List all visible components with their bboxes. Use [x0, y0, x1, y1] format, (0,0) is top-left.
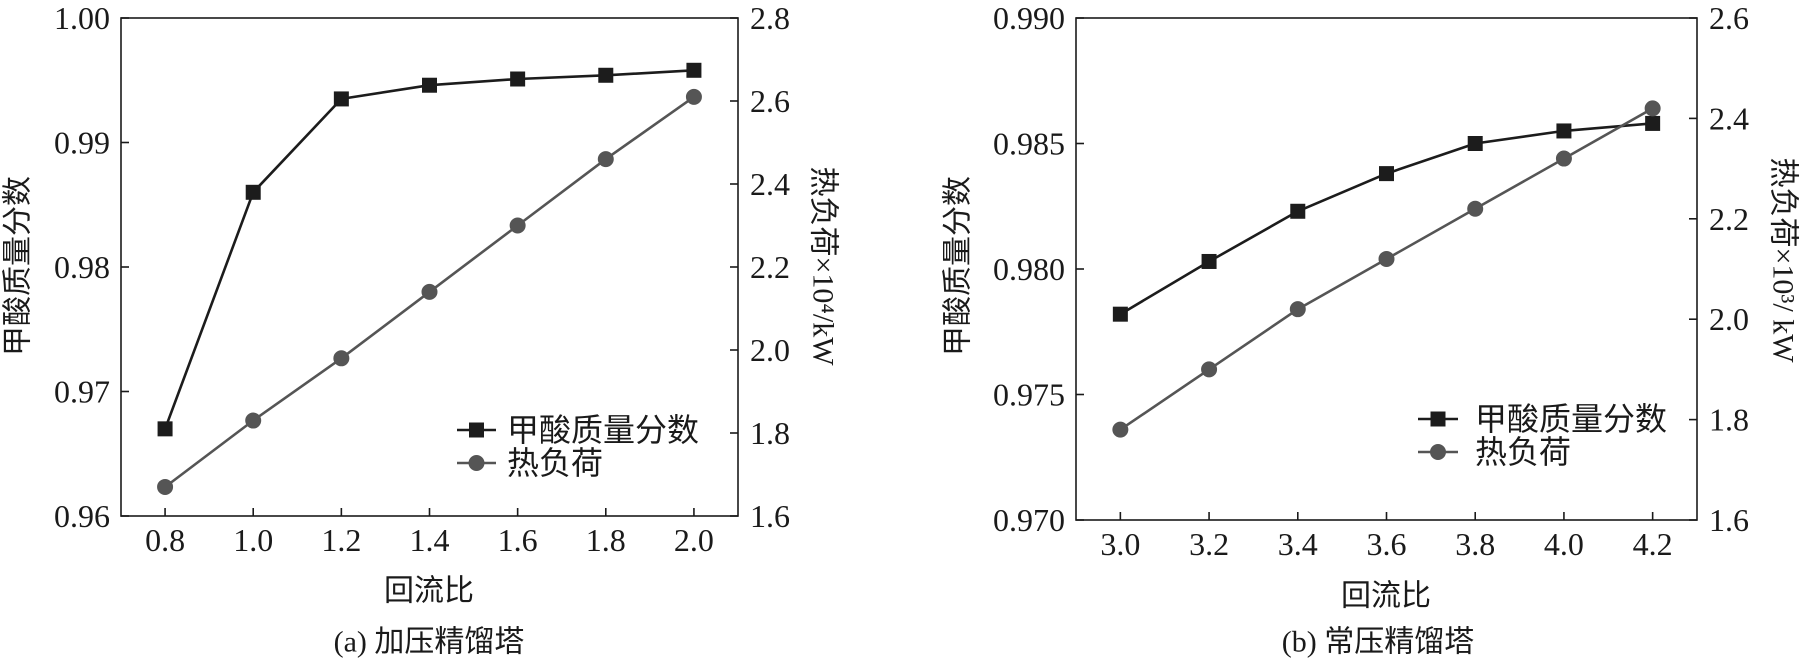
chart-a-y-tick-label: 1.00: [54, 0, 110, 36]
chart-b-x-tick-label: 4.2: [1633, 526, 1673, 562]
chart-b-x-tick-label: 3.4: [1278, 526, 1318, 562]
chart-a-x-tick-label: 1.4: [410, 522, 450, 558]
chart-b-heat-load-point-4: [1378, 250, 1395, 267]
chart-a-heat-load-point-6: [597, 151, 614, 168]
chart-a-pressurized-column: 0.8 1.0 1.2 1.4 1.6 1.8 2.0 0.96 0.97 0.98 0.99 1.0…: [2, 0, 840, 659]
chart-a-caption: (a) 加压精馏塔: [334, 626, 525, 659]
chart-a-y2-tick-label: 2.4: [750, 166, 790, 202]
chart-a-formic-acid-mass-fraction-point-6: [598, 67, 614, 83]
chart-a-heat-load-point-5: [509, 217, 526, 234]
chart-a-y2-tick-label: 1.8: [750, 415, 790, 451]
chart-b-x-tick-label: 3.8: [1455, 526, 1495, 562]
chart-a-legend-heat-load-marker: [468, 455, 485, 471]
chart-a-formic-acid-mass-fraction-point-4: [422, 77, 437, 93]
chart-a-heat-load-point-2: [245, 412, 262, 429]
chart-b-x-tick-label: 4.0: [1544, 526, 1584, 562]
chart-a-x-tick-label: 0.8: [145, 522, 185, 558]
chart-b-atmospheric-column: 3.0 3.2 3.4 3.6 3.8 4.0 4.2 0.970 0.975 0.980 0.98…: [942, 0, 1800, 659]
chart-a-legend-formic-acid-mass-fraction-marker: [469, 422, 484, 438]
chart-b-formic-acid-mass-fraction-point-5: [1467, 136, 1483, 151]
chart-b-x-tick-label: 3.2: [1189, 526, 1229, 562]
chart-b-y-tick-label: 0.985: [993, 126, 1065, 162]
chart-b-heat-load-line: [1119, 107, 1654, 431]
chart-a-heat-load-point-1: [157, 478, 174, 495]
chart-a-y2-tick-label: 2.6: [750, 83, 790, 119]
chart-a-y2-tick-label: 1.6: [750, 498, 790, 534]
chart-a-y-tick-label: 0.96: [54, 498, 110, 534]
chart-b-plot-frame: [1075, 17, 1698, 521]
chart-b-formic-acid-mass-fraction-point-4: [1379, 166, 1394, 182]
chart-b-legend-formic-acid-mass-fraction-marker: [1430, 411, 1446, 427]
chart-b-y2-tick-label: 1.6: [1709, 502, 1749, 538]
chart-b-y-tick-label: 0.970: [993, 502, 1065, 538]
chart-b-x-axis-title: 回流比: [1341, 580, 1431, 613]
chart-a-heat-load-point-7: [685, 88, 702, 105]
chart-a-formic-acid-mass-fraction-point-5: [510, 71, 526, 87]
chart-b-y2-tick-label: 2.6: [1709, 0, 1749, 36]
chart-a-y2-tick-label: 2.2: [750, 249, 790, 285]
chart-b-heat-load-point-5: [1467, 200, 1484, 217]
chart-b-x-tick-label: 3.0: [1100, 526, 1140, 562]
chart-b-formic-acid-mass-fraction-point-3: [1290, 203, 1306, 219]
chart-b-y2-tick-label: 2.2: [1709, 201, 1749, 237]
chart-b-formic-acid-mass-fraction-point-7: [1645, 115, 1661, 131]
chart-b-legend-formic-acid-mass-fraction-label: 甲酸质量分数: [1475, 401, 1667, 437]
chart-b-y-tick-label: 0.980: [993, 251, 1065, 287]
chart-b-formic-acid-mass-fraction-point-1: [1112, 306, 1128, 322]
chart-b-caption: (b) 常压精馏塔: [1282, 626, 1474, 659]
chart-b-y2-tick-label: 1.8: [1709, 402, 1749, 438]
chart-b-marks: 3.0 3.2 3.4 3.6 3.8 4.0 4.2 0.970 0.975 0.980 0.98…: [993, 0, 1749, 562]
chart-b-heat-load-point-7: [1644, 100, 1661, 117]
chart-b-heat-load-point-3: [1289, 301, 1306, 318]
chart-a-y2-tick-label: 2.8: [750, 0, 790, 36]
chart-a-heat-load-point-3: [333, 350, 350, 367]
chart-b-y-tick-label: 0.990: [993, 0, 1065, 36]
chart-b-heat-load-point-2: [1201, 361, 1218, 378]
chart-b-y2-axis-title: 热负荷×10³/ kW: [1767, 157, 1800, 363]
chart-a-x-tick-label: 1.6: [498, 522, 538, 558]
chart-a-y-axis-title: 甲酸质量分数: [2, 176, 35, 356]
chart-b-y2-tick-label: 2.4: [1709, 100, 1749, 136]
chart-a-x-tick-label: 1.8: [586, 522, 626, 558]
chart-a-y2-axis-title: 热负荷×10⁴/kW: [807, 166, 840, 366]
chart-a-formic-acid-mass-fraction-point-2: [245, 184, 261, 200]
chart-b-legend-heat-load-label: 热负荷: [1475, 434, 1571, 470]
chart-a-y2-tick-label: 2.0: [750, 332, 790, 368]
chart-a-y-tick-label: 0.98: [54, 249, 110, 285]
chart-b-heat-load-point-6: [1555, 150, 1572, 167]
chart-a-x-tick-label: 2.0: [674, 522, 714, 558]
chart-a-heat-load-point-4: [421, 283, 438, 300]
chart-a-formic-acid-mass-fraction-point-7: [686, 62, 702, 78]
chart-a-x-axis-title: 回流比: [384, 575, 474, 608]
chart-a-marks: 0.8 1.0 1.2 1.4 1.6 1.8 2.0 0.96 0.97 0.98 0.99 1.0…: [54, 0, 790, 558]
chart-b-legend-heat-load-marker: [1430, 444, 1446, 460]
chart-a-y-tick-label: 0.99: [54, 125, 110, 161]
chart-b-x-tick-label: 3.6: [1367, 526, 1407, 562]
chart-b-y2-tick-label: 2.0: [1709, 301, 1749, 337]
chart-a-x-tick-label: 1.0: [233, 522, 273, 558]
chart-a-x-tick-label: 1.2: [321, 522, 361, 558]
chart-b-y-axis-title: 甲酸质量分数: [942, 176, 975, 356]
chart-a-formic-acid-mass-fraction-line: [163, 69, 694, 430]
chart-a-y-tick-label: 0.97: [54, 374, 110, 410]
chart-a-legend-heat-load-label: 热负荷: [507, 445, 603, 481]
chart-b-y-tick-label: 0.975: [993, 377, 1065, 413]
chart-a-formic-acid-mass-fraction-point-1: [157, 421, 173, 437]
chart-b-formic-acid-mass-fraction-point-6: [1556, 123, 1572, 139]
chart-b-heat-load-point-1: [1112, 421, 1129, 438]
chart-a-legend-formic-acid-mass-fraction-label: 甲酸质量分数: [507, 412, 699, 448]
chart-a-formic-acid-mass-fraction-point-3: [333, 91, 349, 107]
chart-b-formic-acid-mass-fraction-line: [1119, 122, 1653, 316]
chart-b-formic-acid-mass-fraction-point-2: [1201, 253, 1217, 269]
